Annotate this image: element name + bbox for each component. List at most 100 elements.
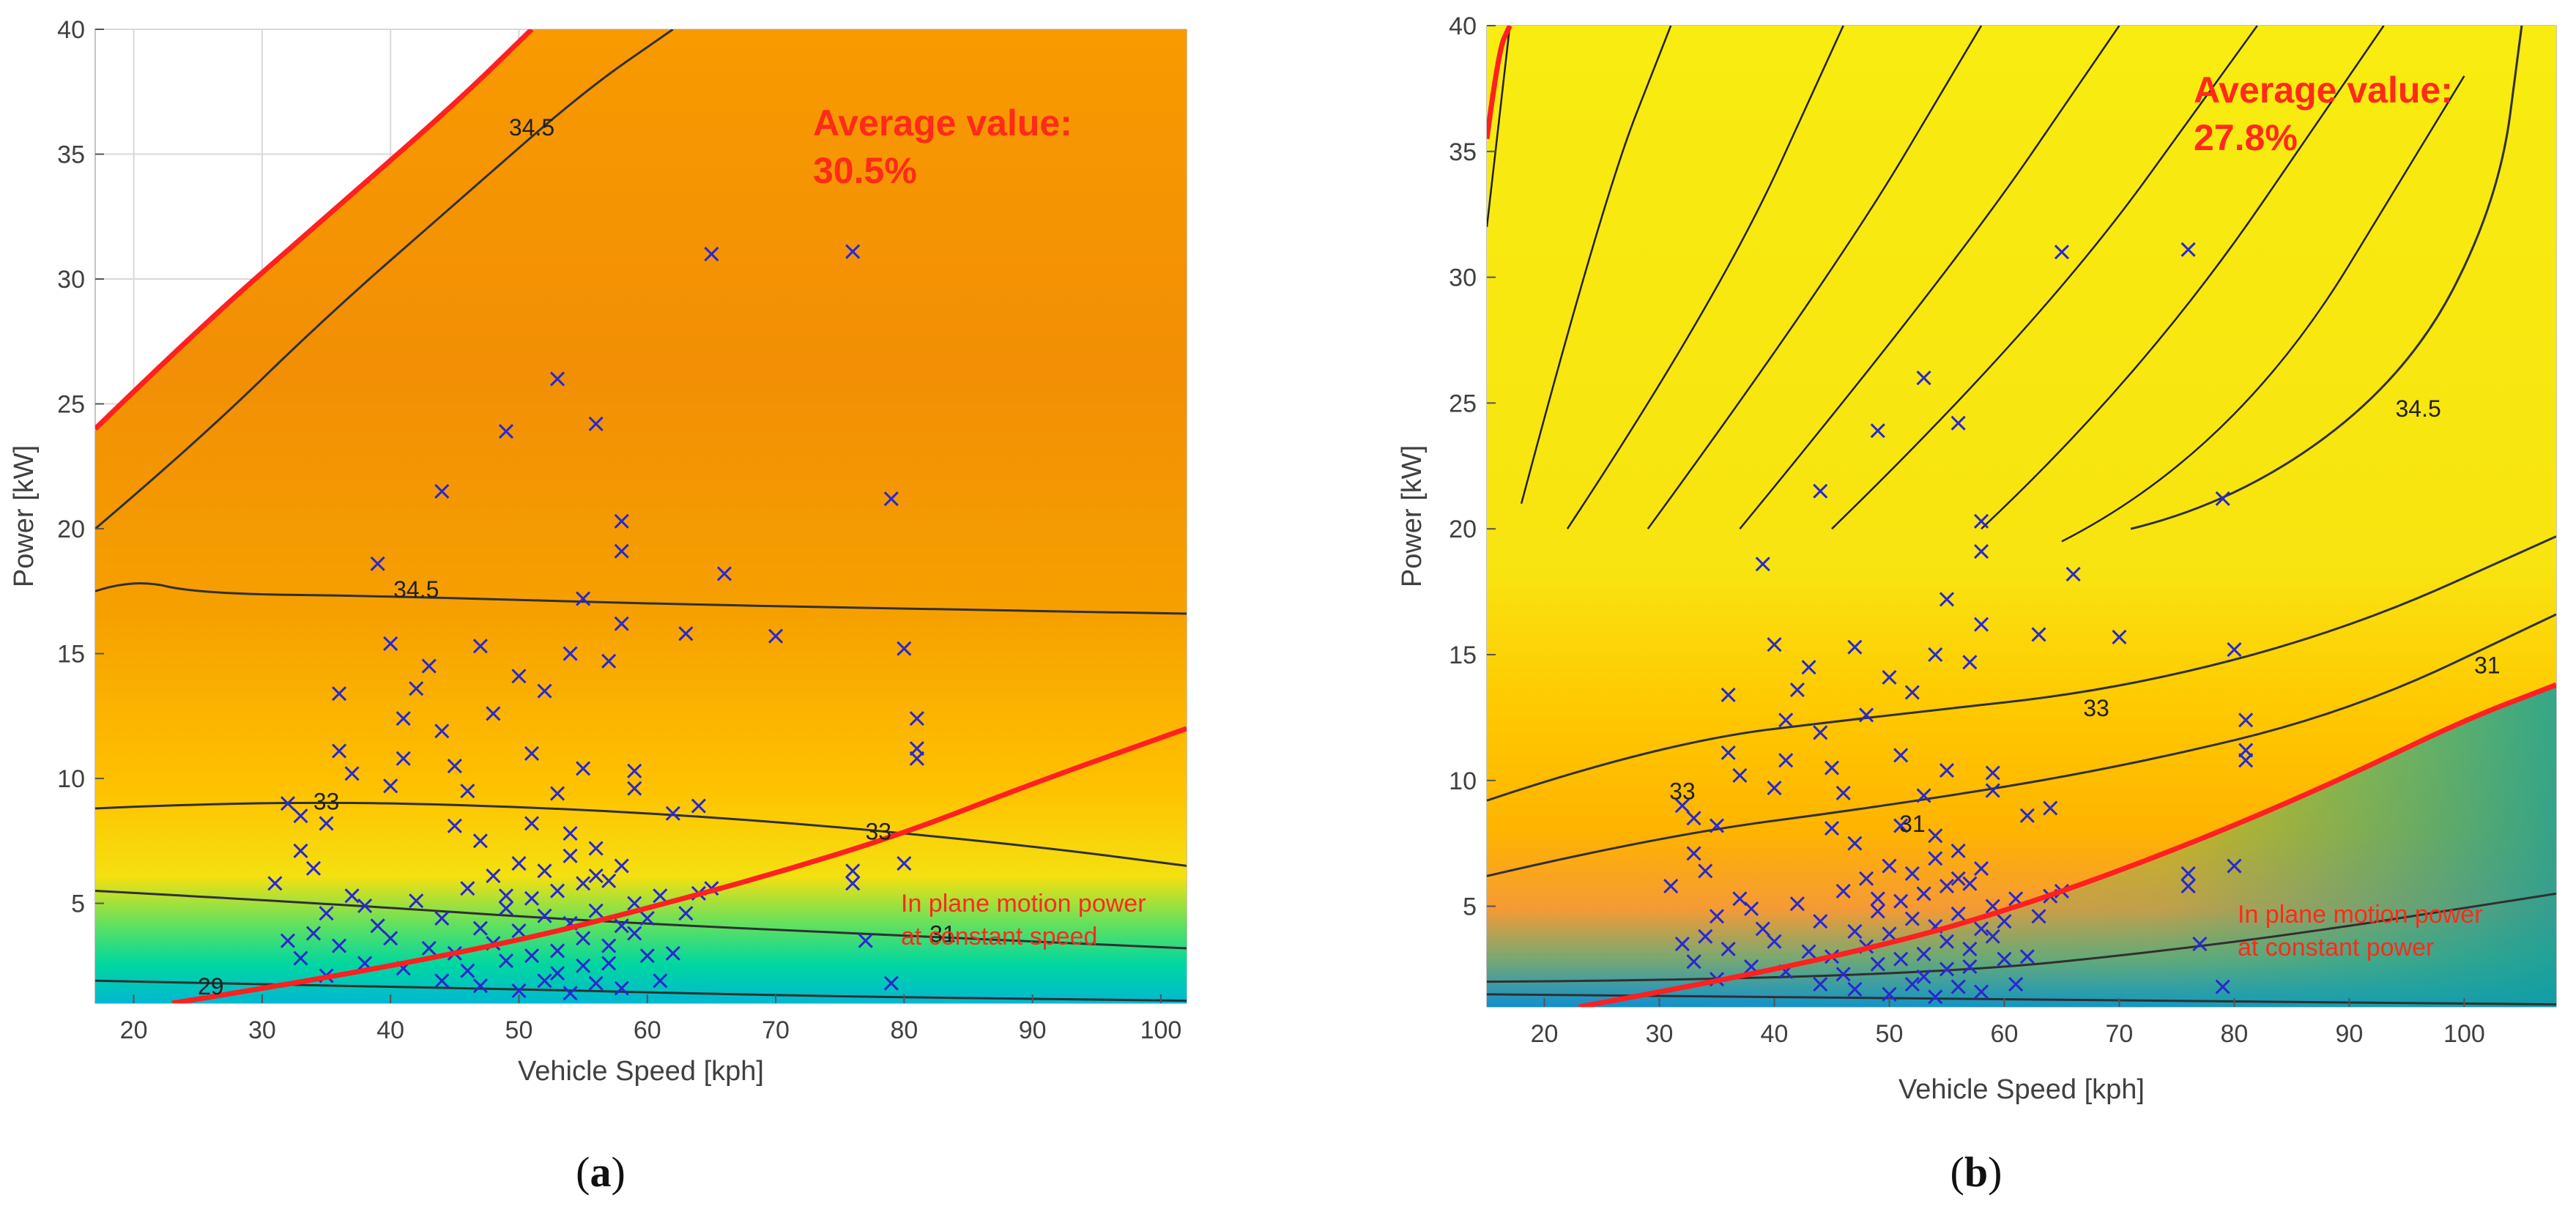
- scatter-point: [1686, 954, 1701, 970]
- scatter-point: [498, 423, 514, 439]
- scatter-point: [537, 973, 552, 989]
- contour-line: [1487, 535, 2556, 802]
- scatter-point: [331, 686, 347, 702]
- y-tick-label: 30: [1449, 264, 1477, 292]
- chart-panel-a: 34.5 33 31 29 33 34.5 20 30 40 50 60 70 80 90 100 5 10…: [9, 16, 1187, 1196]
- scatter-point: [1755, 557, 1770, 572]
- contour-line: [95, 979, 1187, 1002]
- scatter-point: [370, 918, 385, 934]
- scatter-point: [1985, 783, 2000, 798]
- scatter-point: [704, 246, 719, 261]
- scatter-point: [1789, 682, 1805, 698]
- average-value-title: Average value:: [2194, 70, 2453, 111]
- scatter-point: [344, 888, 360, 904]
- scatter-point: [486, 868, 501, 884]
- scatter-point: [2180, 879, 2196, 894]
- motion-power-curve: [171, 726, 1187, 1003]
- scatter-point: [1928, 647, 1943, 663]
- scatter-point: [1847, 981, 1863, 997]
- scatter-point: [549, 883, 565, 899]
- y-tick-label: 35: [1449, 138, 1477, 166]
- scatter-point: [1973, 860, 1989, 877]
- scatter-point: [1962, 655, 1978, 670]
- scatter-point: [2215, 491, 2230, 507]
- scatter-point: [511, 983, 527, 999]
- scatter-point: [1859, 871, 1874, 886]
- scatter-point: [614, 616, 629, 631]
- scatter-point: [909, 751, 924, 766]
- scatter-point: [563, 646, 578, 661]
- scatter-point: [434, 973, 450, 989]
- x-axis-ticks: 20 30 40 50 60 70 80 90 100: [1531, 998, 2485, 1048]
- scatter-point: [1813, 483, 1828, 499]
- scatter-point: [1870, 904, 1885, 919]
- scatter-point: [1916, 886, 1931, 901]
- contour-label: 33: [2083, 695, 2109, 721]
- scatter-point: [1686, 811, 1701, 826]
- scatter-point: [1836, 785, 1851, 801]
- x-axis-label: Vehicle Speed [kph]: [518, 1056, 764, 1087]
- scatter-point: [588, 841, 604, 856]
- scatter-point: [472, 920, 488, 936]
- scatter-point: [1928, 989, 1943, 1005]
- scatter-point: [1732, 767, 1748, 783]
- scatter-point: [447, 818, 462, 833]
- scatter-point: [588, 416, 604, 431]
- scatter-point: [2008, 977, 2024, 992]
- scatter-point: [1939, 762, 1955, 778]
- scatter-point: [588, 975, 604, 991]
- scatter-point: [665, 806, 680, 821]
- scatter-point: [1801, 660, 1816, 675]
- diagonal-contour-bands: [1487, 26, 2465, 543]
- scatter-point: [1870, 423, 1885, 439]
- scatter-point: [1997, 951, 2012, 967]
- scatter-point: [1767, 934, 1782, 949]
- scatter-point: [1778, 713, 1794, 728]
- y-tick-label: 25: [57, 391, 85, 419]
- scatter-point: [1847, 639, 1863, 655]
- scatter-point: [1962, 959, 1978, 975]
- contour-label: 33: [865, 819, 891, 845]
- scatter-point: [460, 963, 475, 978]
- scatter-point: [1674, 798, 1690, 814]
- scatter-point: [563, 848, 578, 863]
- scatter-point: [1973, 921, 1989, 937]
- scatter-point: [2238, 713, 2254, 728]
- scatter-point: [2180, 866, 2196, 881]
- scatter-point: [472, 639, 488, 654]
- scatter-point: [267, 876, 283, 891]
- scatter-point: [1916, 788, 1931, 803]
- scatter-point: [614, 918, 629, 934]
- contour-label: 33: [313, 789, 340, 815]
- y-axis-ticks: 5 10 15 20 25 30 35 40: [57, 16, 104, 918]
- scatter-point: [1721, 687, 1736, 703]
- scatter-point: [909, 711, 924, 726]
- scatter-point: [1950, 843, 1966, 859]
- y-tick-label: 10: [1449, 767, 1477, 795]
- x-tick-label: 80: [2221, 1020, 2249, 1048]
- scatter-point: [1813, 977, 1828, 992]
- scatter-point: [1882, 669, 1897, 685]
- scatter-point: [653, 888, 668, 904]
- scatter-point: [1813, 914, 1828, 929]
- scatter-point: [601, 873, 617, 888]
- scatter-point: [2238, 753, 2254, 768]
- scatter-point: [357, 898, 373, 914]
- scatter-point: [2180, 242, 2196, 257]
- average-value: 30.5%: [813, 150, 917, 191]
- scatter-point: [1893, 818, 1909, 833]
- scatter-point: [280, 933, 296, 948]
- scatter-point: [1789, 896, 1805, 912]
- scatter-markers: [1663, 242, 2254, 1005]
- scatter-point: [447, 758, 462, 774]
- scatter-point: [1767, 637, 1782, 652]
- scatter-point: [293, 951, 308, 966]
- scatter-point: [665, 945, 680, 961]
- scatter-point: [653, 973, 668, 989]
- scatter-point: [627, 763, 642, 778]
- x-tick-label: 60: [1991, 1020, 2019, 1048]
- plot-area: 34.5 33 31 33 31: [1486, 25, 2557, 1008]
- scatter-point: [460, 784, 475, 799]
- scatter-point: [883, 491, 899, 507]
- scatter-point: [627, 926, 642, 941]
